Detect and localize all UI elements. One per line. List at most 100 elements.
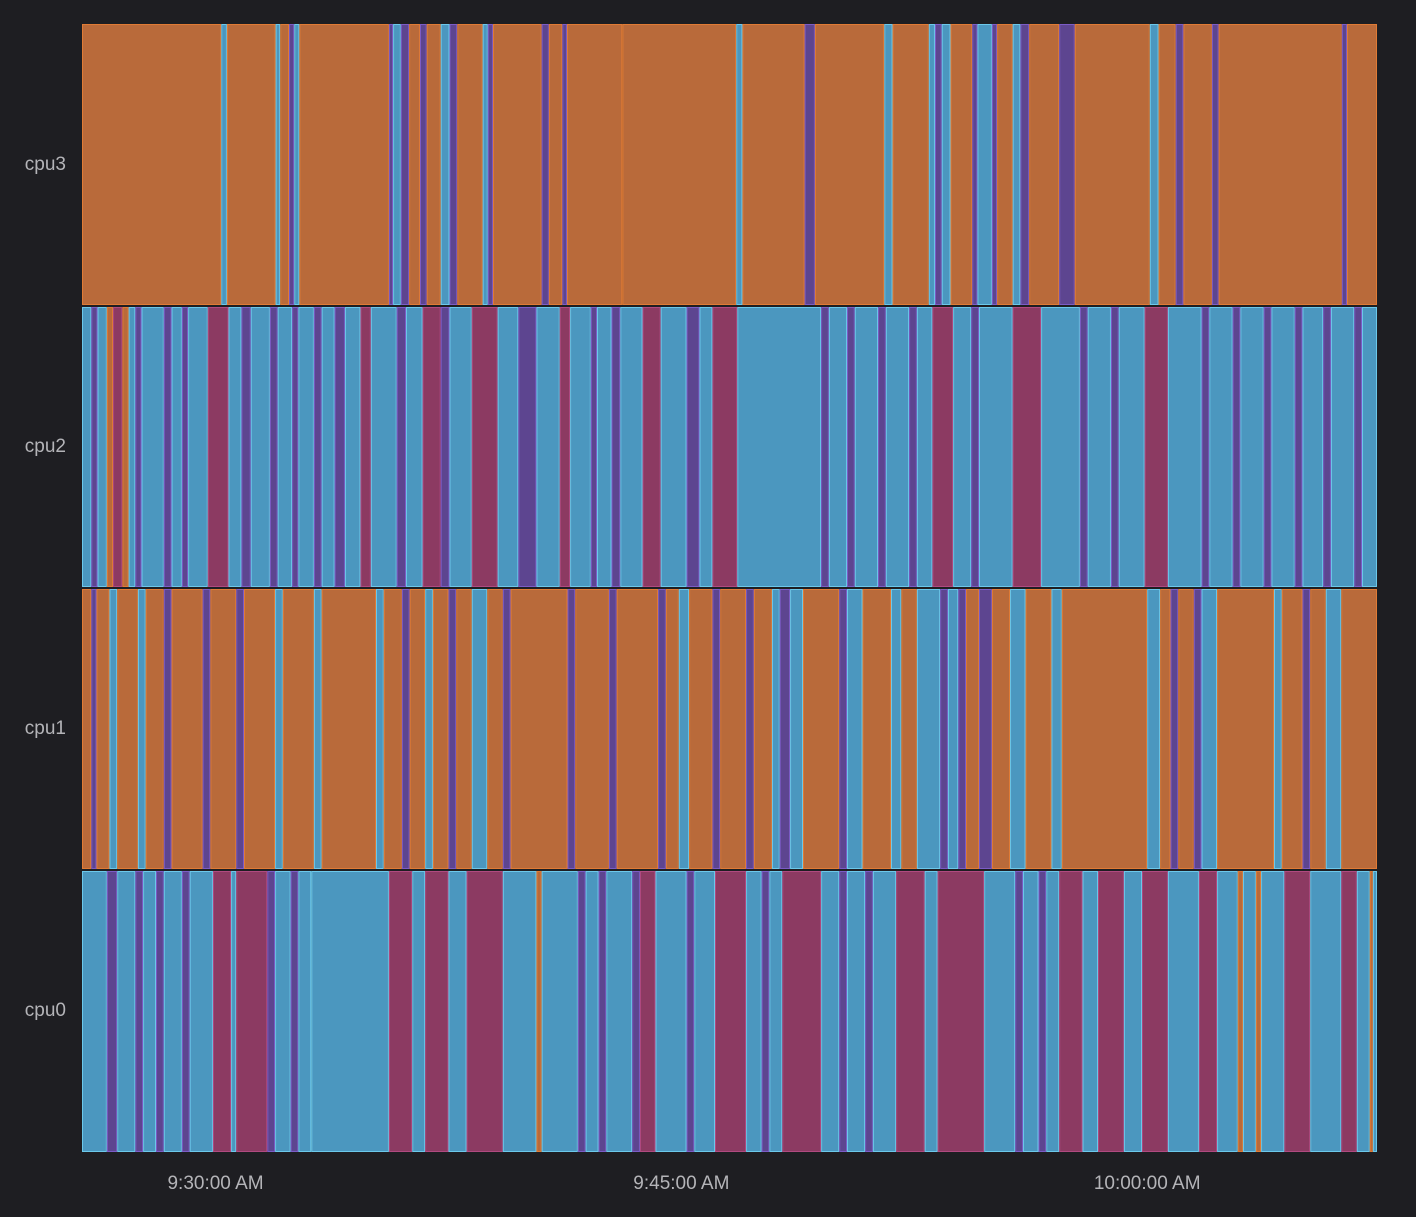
state-segment-blue[interactable] [1361, 307, 1377, 587]
state-segment-blue[interactable] [231, 871, 237, 1152]
state-segment-blue[interactable] [570, 307, 591, 587]
state-segment-magenta[interactable] [639, 871, 656, 1152]
state-segment-magenta[interactable] [782, 871, 822, 1152]
state-segment-orange[interactable] [1218, 24, 1342, 305]
state-segment-orange[interactable] [426, 24, 441, 305]
state-segment-purple[interactable] [761, 871, 770, 1152]
state-segment-blue[interactable] [1022, 871, 1039, 1152]
state-segment-purple[interactable] [334, 307, 345, 587]
state-segment-purple[interactable] [590, 307, 597, 587]
state-segment-magenta[interactable] [236, 871, 268, 1152]
state-segment-blue[interactable] [277, 307, 293, 587]
state-segment-orange[interactable] [1369, 871, 1373, 1152]
state-segment-blue[interactable] [872, 871, 897, 1152]
state-segment-blue[interactable] [425, 589, 433, 869]
state-segment-magenta[interactable] [1012, 307, 1042, 587]
state-segment-orange[interactable] [862, 589, 891, 869]
state-segment-orange[interactable] [280, 24, 290, 305]
state-segment-purple[interactable] [396, 307, 407, 587]
state-segment-purple[interactable] [658, 589, 666, 869]
state-segment-blue[interactable] [771, 589, 780, 869]
state-segment-orange[interactable] [1310, 589, 1326, 869]
state-segment-blue[interactable] [694, 871, 716, 1152]
state-segment-blue[interactable] [916, 589, 941, 869]
state-segment-orange[interactable] [383, 589, 402, 869]
state-segment-blue[interactable] [412, 871, 426, 1152]
state-segment-blue[interactable] [660, 307, 687, 587]
state-segment-orange[interactable] [171, 589, 203, 869]
state-segment-purple[interactable] [91, 589, 97, 869]
state-segment-orange[interactable] [82, 24, 222, 305]
state-segment-blue[interactable] [620, 307, 643, 587]
state-segment-purple[interactable] [567, 589, 576, 869]
state-segment-purple[interactable] [934, 24, 942, 305]
state-segment-orange[interactable] [106, 307, 114, 587]
state-segment-blue[interactable] [1046, 871, 1060, 1152]
state-segment-orange[interactable] [492, 24, 542, 305]
state-segment-purple[interactable] [958, 589, 967, 869]
state-segment-purple[interactable] [448, 589, 457, 869]
state-segment-purple[interactable] [181, 307, 189, 587]
state-segment-blue[interactable] [585, 871, 599, 1152]
state-segment-blue[interactable] [313, 589, 322, 869]
state-segment-purple[interactable] [1059, 24, 1075, 305]
state-segment-purple[interactable] [821, 307, 829, 587]
state-segment-purple[interactable] [712, 589, 721, 869]
state-segment-purple[interactable] [1263, 307, 1272, 587]
state-segment-blue[interactable] [1118, 307, 1145, 587]
state-segment-purple[interactable] [91, 307, 98, 587]
state-segment-blue[interactable] [846, 871, 866, 1152]
state-segment-blue[interactable] [109, 589, 118, 869]
state-segment-blue[interactable] [1010, 589, 1026, 869]
state-segment-blue[interactable] [790, 589, 803, 869]
state-segment-orange[interactable] [1346, 24, 1377, 305]
state-segment-orange[interactable] [487, 589, 503, 869]
state-segment-orange[interactable] [82, 589, 92, 869]
state-segment-blue[interactable] [1240, 307, 1264, 587]
state-segment-blue[interactable] [250, 307, 270, 587]
state-segment-blue[interactable] [171, 307, 182, 587]
state-segment-blue[interactable] [82, 307, 92, 587]
state-segment-purple[interactable] [502, 589, 511, 869]
state-segment-blue[interactable] [746, 871, 762, 1152]
state-segment-purple[interactable] [1020, 24, 1030, 305]
state-segment-magenta[interactable] [896, 871, 925, 1152]
state-segment-blue[interactable] [298, 871, 312, 1152]
state-segment-magenta[interactable] [932, 307, 954, 587]
state-segment-purple[interactable] [971, 307, 979, 587]
state-segment-blue[interactable] [188, 307, 208, 587]
state-segment-purple[interactable] [1341, 24, 1347, 305]
state-segment-purple[interactable] [1079, 307, 1088, 587]
state-segment-blue[interactable] [137, 589, 146, 869]
state-segment-purple[interactable] [388, 24, 394, 305]
state-segment-blue[interactable] [294, 24, 300, 305]
state-segment-purple[interactable] [978, 589, 992, 869]
state-segment-orange[interactable] [892, 24, 929, 305]
state-segment-orange[interactable] [575, 589, 609, 869]
state-segment-purple[interactable] [632, 871, 640, 1152]
state-segment-blue[interactable] [769, 871, 783, 1152]
state-segment-orange[interactable] [720, 589, 747, 869]
state-segment-orange[interactable] [96, 589, 110, 869]
state-segment-orange[interactable] [510, 589, 568, 869]
state-segment-purple[interactable] [1211, 24, 1219, 305]
state-segment-blue[interactable] [678, 589, 690, 869]
state-segment-purple[interactable] [163, 307, 172, 587]
state-segment-blue[interactable] [828, 307, 847, 587]
state-segment-blue[interactable] [1310, 871, 1342, 1152]
state-segment-purple[interactable] [1294, 307, 1303, 587]
state-segment-blue[interactable] [977, 24, 992, 305]
state-segment-orange[interactable] [548, 24, 563, 305]
state-segment-orange[interactable] [321, 589, 376, 869]
state-segment-blue[interactable] [370, 307, 397, 587]
state-segment-purple[interactable] [400, 24, 410, 305]
state-segment-orange[interactable] [1025, 589, 1052, 869]
state-segment-blue[interactable] [1051, 589, 1062, 869]
state-segment-blue[interactable] [821, 871, 840, 1152]
state-segment-purple[interactable] [135, 307, 142, 587]
state-segment-blue[interactable] [1325, 589, 1342, 869]
state-segment-blue[interactable] [128, 307, 136, 587]
state-segment-purple[interactable] [1170, 589, 1179, 869]
state-segment-orange[interactable] [299, 24, 389, 305]
state-segment-orange[interactable] [1160, 589, 1171, 869]
